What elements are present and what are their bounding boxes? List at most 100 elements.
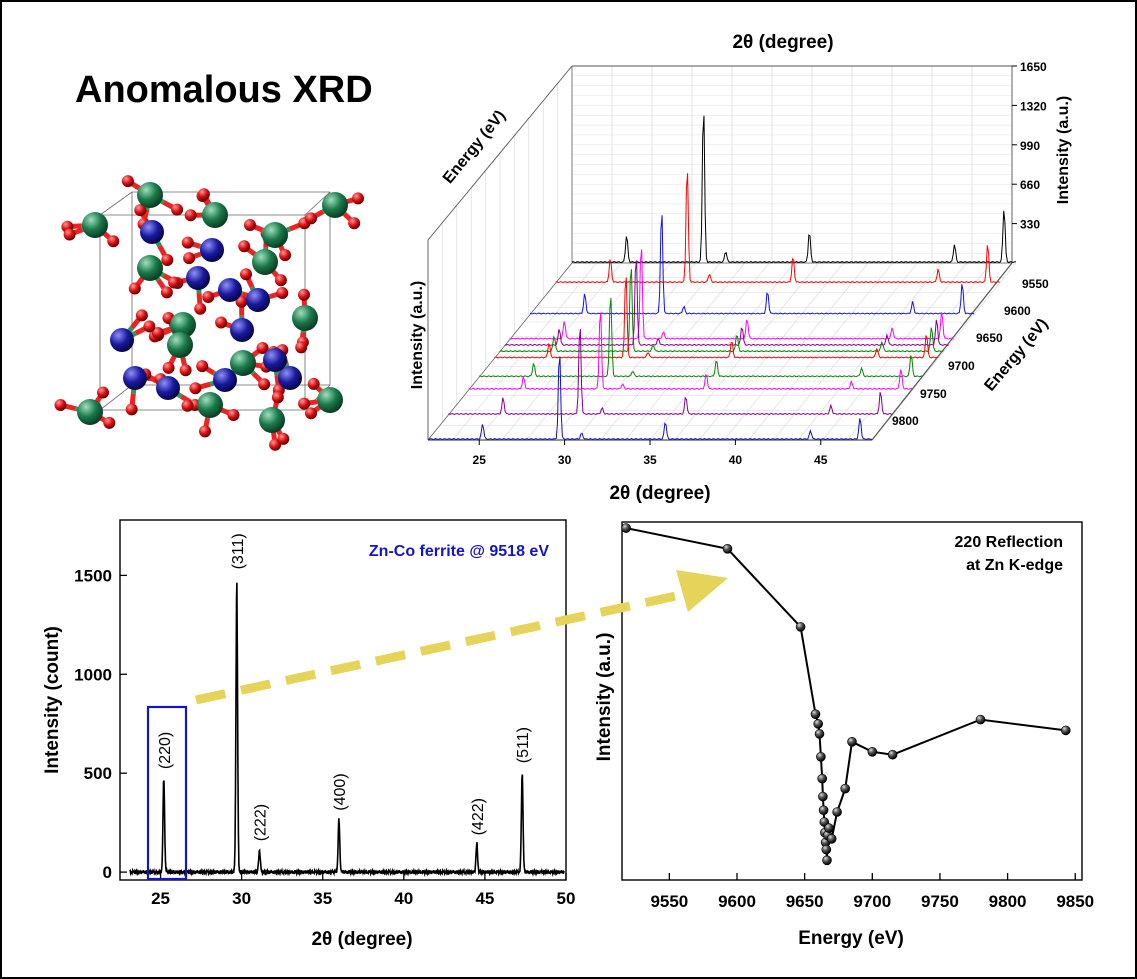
zinc-atom: [197, 392, 223, 418]
oxygen-atom: [279, 249, 292, 262]
peak-label: (400): [332, 773, 349, 810]
x-axis-label: Energy (eV): [798, 928, 904, 949]
data-point: [824, 823, 834, 833]
oxygen-atom: [295, 341, 308, 354]
oxygen-atom: [274, 274, 287, 287]
oxygen-atom: [125, 403, 138, 416]
oxygen-atom: [307, 377, 320, 390]
zinc-atom: [322, 192, 348, 218]
data-point: [847, 736, 857, 747]
annotation-line2: at Zn K-edge: [966, 557, 1063, 574]
oxygen-atom: [194, 302, 207, 315]
y-tick-label: 1500: [74, 566, 112, 585]
oxygen-atom: [97, 386, 109, 399]
x-tick-label: 35: [643, 453, 657, 467]
waterfall-series-line: [479, 297, 924, 378]
oxygen-atom: [168, 276, 181, 289]
right-y-axis-label: Intensity (a.u.): [1055, 96, 1072, 204]
oxygen-atom: [277, 432, 290, 445]
oxygen-atom: [305, 212, 317, 225]
zinc-atom: [167, 332, 193, 358]
oxygen-atom: [196, 360, 209, 373]
peak-label: (222): [253, 804, 270, 841]
oxygen-atom: [143, 320, 156, 333]
oxygen-atom: [199, 425, 211, 438]
data-point: [826, 833, 837, 844]
data-point: [817, 773, 828, 784]
unit-cell-edge: [99, 384, 133, 411]
annotation-text: Zn-Co ferrite @ 9518 eV: [369, 543, 549, 560]
y-tick-label: 1320: [1020, 99, 1047, 113]
oxygen-atom: [134, 204, 147, 217]
x-tick-label: 25: [151, 889, 170, 908]
cobalt-atom: [123, 366, 147, 390]
cobalt-atom: [230, 318, 254, 342]
waterfall-series-line: [504, 260, 949, 346]
waterfall-series-line: [509, 249, 954, 340]
y-tick-label: 330: [1020, 218, 1040, 232]
cobalt-atom: [110, 328, 134, 352]
peak-label: (511): [515, 727, 532, 763]
cobalt-atom: [218, 278, 242, 302]
data-point: [887, 749, 898, 760]
data-point: [822, 855, 832, 866]
data-point: [840, 783, 851, 794]
oxygen-atom: [121, 175, 134, 188]
plot-box-edge: [427, 65, 573, 241]
data-point: [832, 807, 842, 817]
x-tick-label: 45: [475, 889, 494, 908]
data-point: [818, 791, 828, 802]
xrd-pattern-line: [129, 582, 565, 878]
annotation-line1: 220 Reflection: [955, 534, 1063, 551]
data-point: [1061, 725, 1071, 736]
oxygen-atom: [181, 236, 194, 249]
zinc-atom: [317, 387, 343, 413]
oxygen-atom: [298, 288, 310, 301]
cobalt-atom: [246, 288, 270, 312]
oxygen-atom: [197, 188, 210, 201]
cobalt-atom: [213, 368, 237, 392]
oxygen-atom: [171, 203, 184, 216]
plot-frame: [119, 519, 567, 881]
energy-tick-label: 9650: [976, 331, 1003, 345]
peak-label: (422): [470, 798, 487, 835]
x-tick-label: 50: [557, 889, 576, 908]
oxygen-atom: [162, 361, 175, 374]
x-tick-label: 40: [394, 889, 413, 908]
zinc-atom: [202, 202, 228, 228]
y-axis-label: Intensity (a.u.): [594, 633, 615, 762]
peak-label: (220): [157, 732, 174, 769]
waterfall-series-line: [427, 356, 873, 441]
oxygen-atom: [189, 382, 202, 395]
zinc-atom: [170, 312, 196, 338]
y-tick-label: 1000: [74, 665, 112, 684]
data-point: [722, 543, 733, 554]
cobalt-atom: [156, 376, 180, 400]
zinc-atom: [137, 255, 163, 281]
waterfall-series-line: [468, 312, 914, 390]
dashed-arrow: [195, 570, 728, 705]
top-x-axis-label: 2θ (degree): [732, 32, 833, 53]
data-point: [814, 729, 825, 739]
x-tick-label: 9800: [989, 892, 1027, 911]
oxygen-atom: [348, 217, 361, 230]
unit-cell-edge: [99, 191, 133, 216]
cobalt-atom: [186, 266, 210, 290]
x-tick-label: 9600: [718, 892, 756, 911]
waterfall-series-line: [529, 215, 975, 315]
x-tick-label: 30: [232, 889, 251, 908]
peak-label: (311): [230, 533, 247, 569]
x-tick-label: 35: [313, 889, 332, 908]
oxygen-atom: [184, 209, 197, 222]
oxygen-atom: [135, 309, 148, 322]
x-tick-label: 9750: [921, 892, 959, 911]
oxygen-atom: [63, 228, 76, 241]
plot-frame: [621, 521, 1083, 881]
oxygen-atom: [181, 399, 194, 412]
y-tick-label: 660: [1020, 178, 1040, 192]
cobalt-atom: [278, 366, 302, 390]
zinc-atom: [252, 249, 278, 275]
waterfall-series-line: [494, 277, 939, 359]
